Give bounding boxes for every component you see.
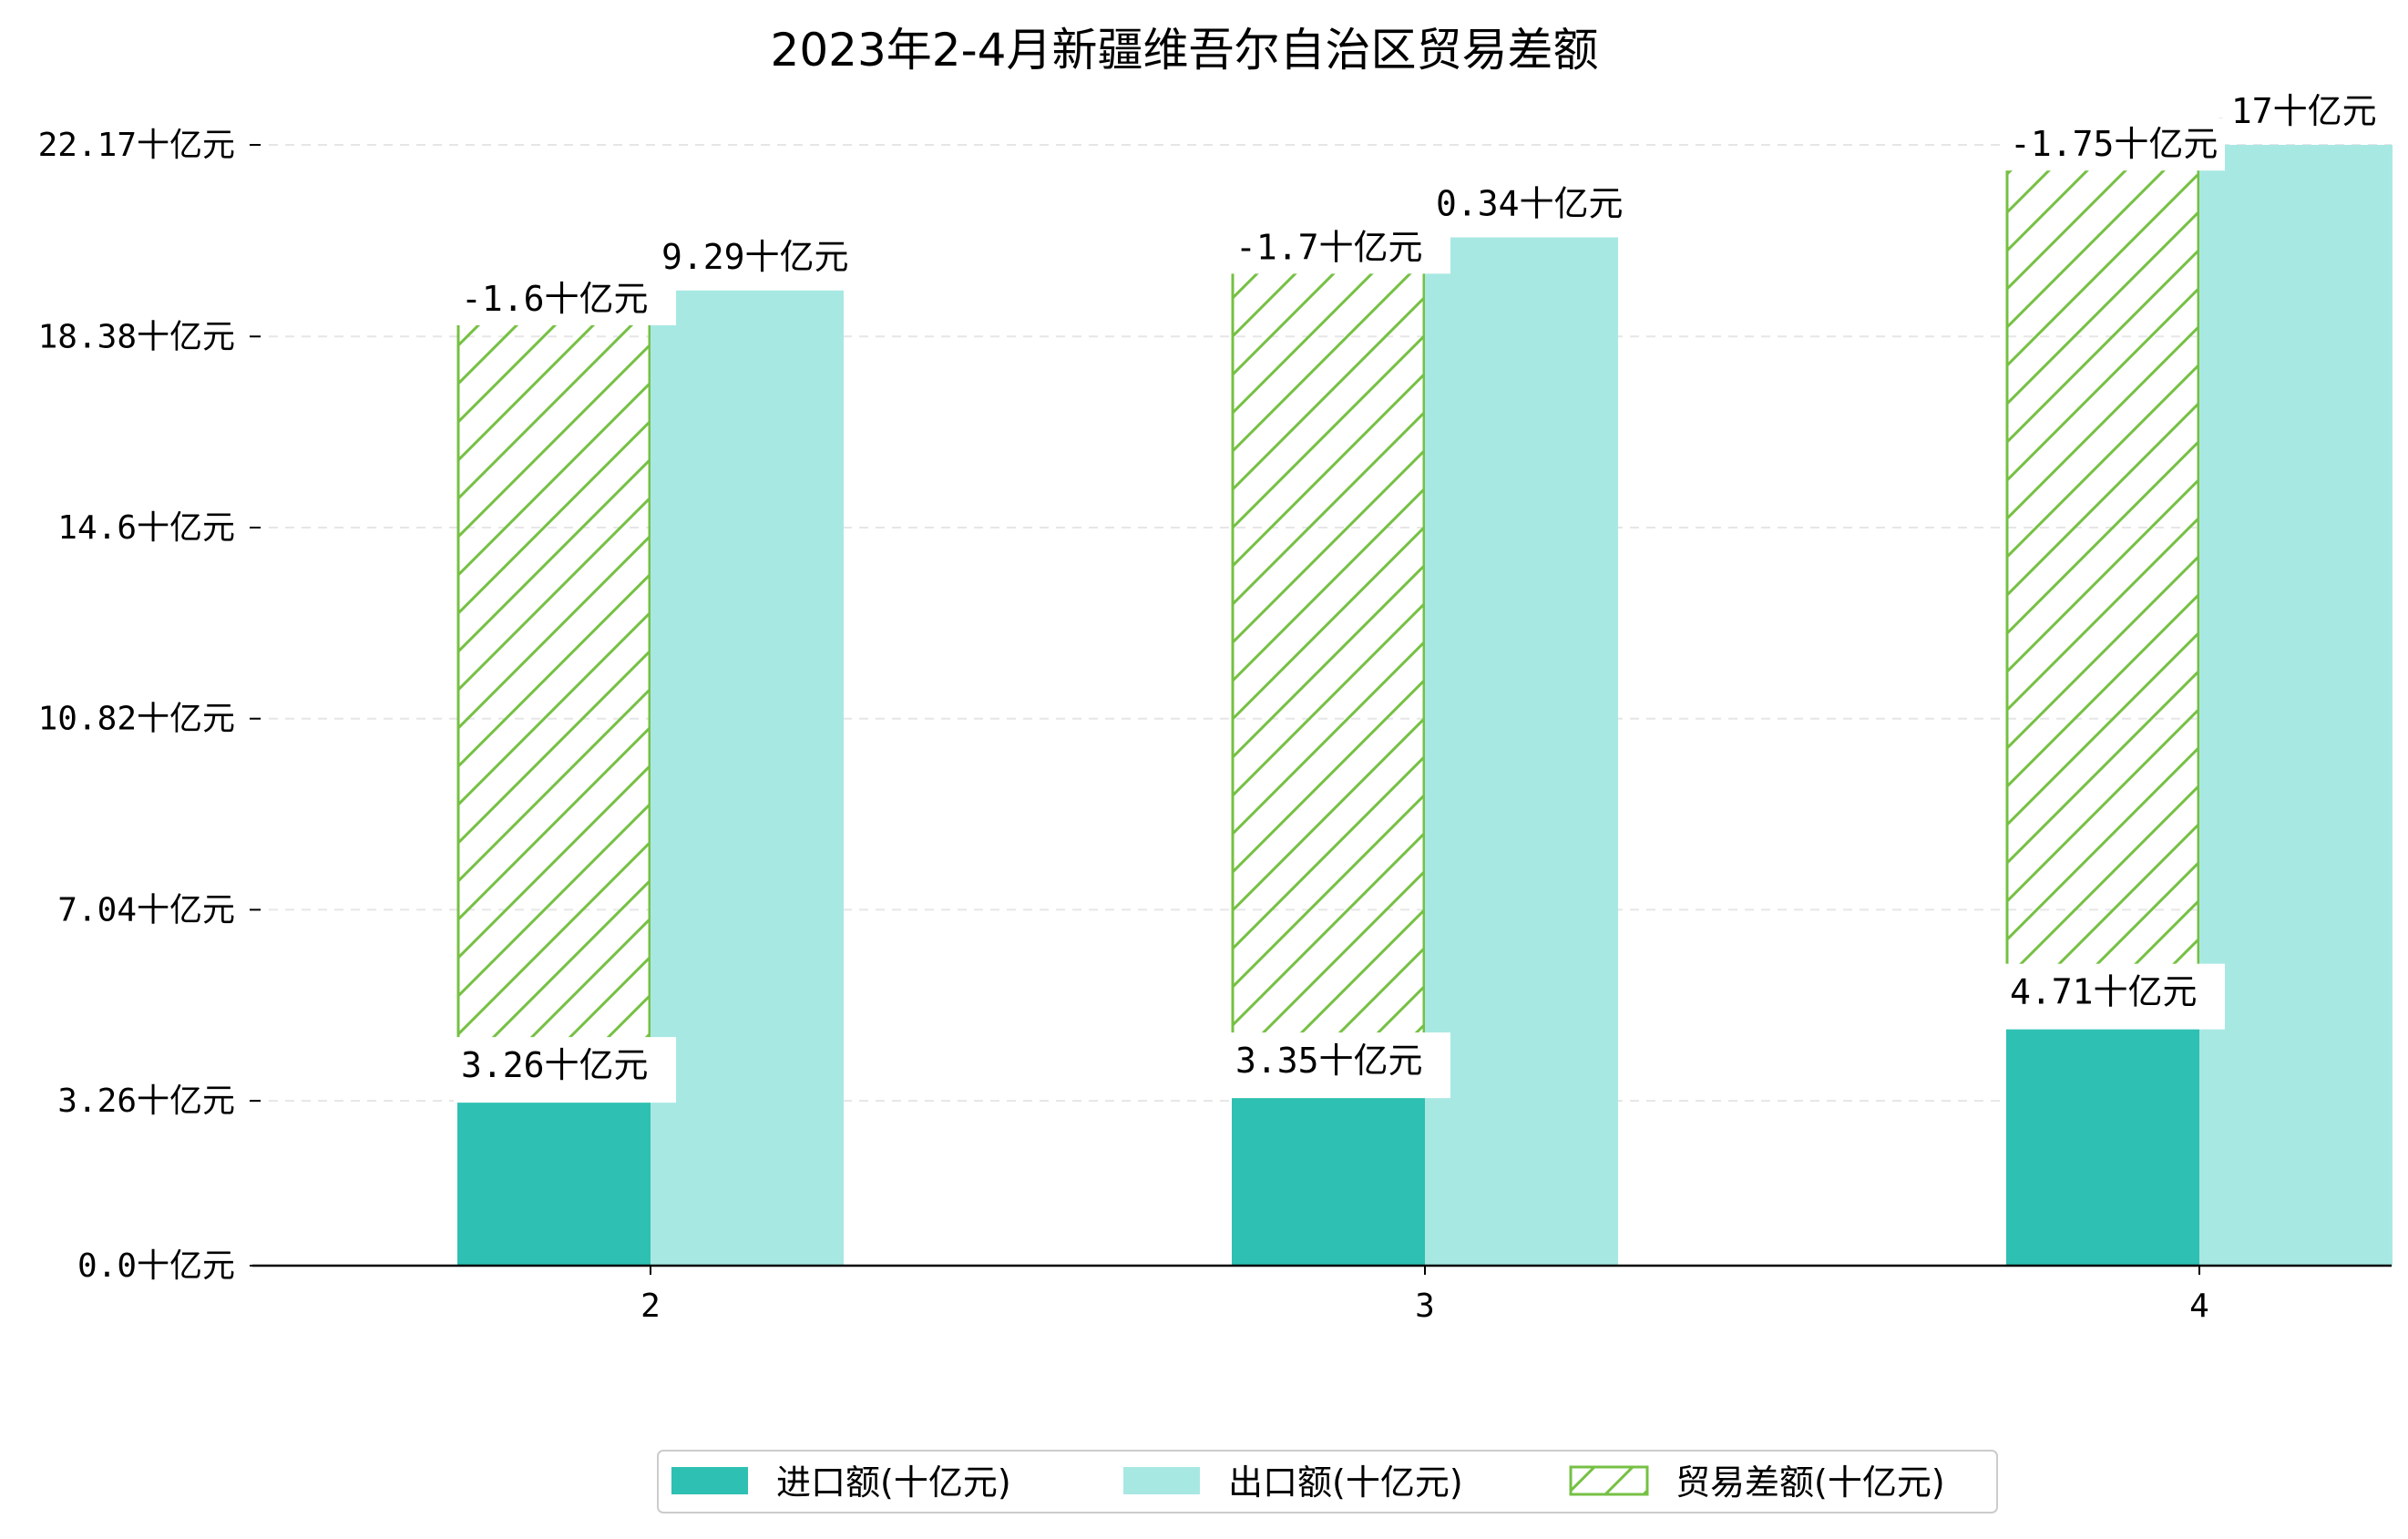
bar-import xyxy=(2006,1027,2199,1266)
axes: 0.0十亿元 3.26十亿元 7.04十亿元 10.82十亿元 14.6十亿元 18.38… xyxy=(38,127,2392,1325)
y-tick-label: 14.6十亿元 xyxy=(57,509,235,547)
legend-label: 出口额(十亿元) xyxy=(1228,1462,1463,1503)
legend-label: 进口额(十亿元) xyxy=(776,1462,1011,1503)
bar-export xyxy=(2199,145,2393,1266)
label-export: 9.29十亿元 xyxy=(661,237,849,277)
x-tick-label: 2 xyxy=(640,1288,661,1325)
legend-swatch-import xyxy=(671,1467,748,1494)
legend-swatch-trade-balance xyxy=(1569,1465,1649,1496)
y-tick-label: 7.04十亿元 xyxy=(57,891,235,929)
y-tick-label: 18.38十亿元 xyxy=(38,318,235,355)
chart-title: 2023年2-4月新疆维吾尔自治区贸易差额 xyxy=(771,24,1599,77)
x-tick-label: 3 xyxy=(1415,1288,1435,1325)
label-export: 0.34十亿元 xyxy=(1436,184,1624,224)
label-box xyxy=(2003,118,2225,171)
label-box xyxy=(454,272,676,325)
bar-import xyxy=(1232,1096,1425,1266)
bar-import xyxy=(457,1101,651,1266)
bar-export xyxy=(651,290,844,1267)
y-tick-label: 22.17十亿元 xyxy=(38,127,235,164)
y-tick-label: 10.82十亿元 xyxy=(38,701,235,738)
legend-label: 贸易差额(十亿元) xyxy=(1675,1462,1945,1503)
label-export: .17十亿元 xyxy=(2210,91,2377,131)
label-box xyxy=(2003,963,2225,1030)
y-tick-label: 3.26十亿元 xyxy=(57,1082,235,1120)
label-box xyxy=(454,1037,676,1103)
x-tick-label: 4 xyxy=(2189,1288,2209,1325)
bars xyxy=(456,145,2393,1267)
legend-box xyxy=(657,1450,1998,1513)
bar-trade-balance xyxy=(1231,266,1426,1098)
bar-export xyxy=(1425,237,1618,1267)
label-import: 3.35十亿元 xyxy=(1235,1041,1423,1081)
bar-trade-balance xyxy=(456,318,651,1103)
legend: 进口额(十亿元) 出口额(十亿元) 贸易差额(十亿元) xyxy=(657,1450,1998,1513)
legend-swatch-export xyxy=(1123,1467,1200,1494)
label-import: 4.71十亿元 xyxy=(2010,972,2198,1012)
label-box xyxy=(1228,221,1450,274)
label-trade-balance: -1.75十亿元 xyxy=(2010,124,2218,164)
label-box xyxy=(1228,1032,1450,1099)
label-trade-balance: -1.6十亿元 xyxy=(461,279,649,319)
label-import: 3.26十亿元 xyxy=(461,1045,649,1085)
data-labels: 9.29十亿元 -1.6十亿元 3.26十亿元 0.34十亿元 -1.7十亿元 3.35十… xyxy=(454,91,2377,1103)
label-trade-balance: -1.7十亿元 xyxy=(1235,227,1423,267)
bar-trade-balance xyxy=(2005,163,2200,1030)
y-tick-label: 0.0十亿元 xyxy=(77,1247,235,1285)
